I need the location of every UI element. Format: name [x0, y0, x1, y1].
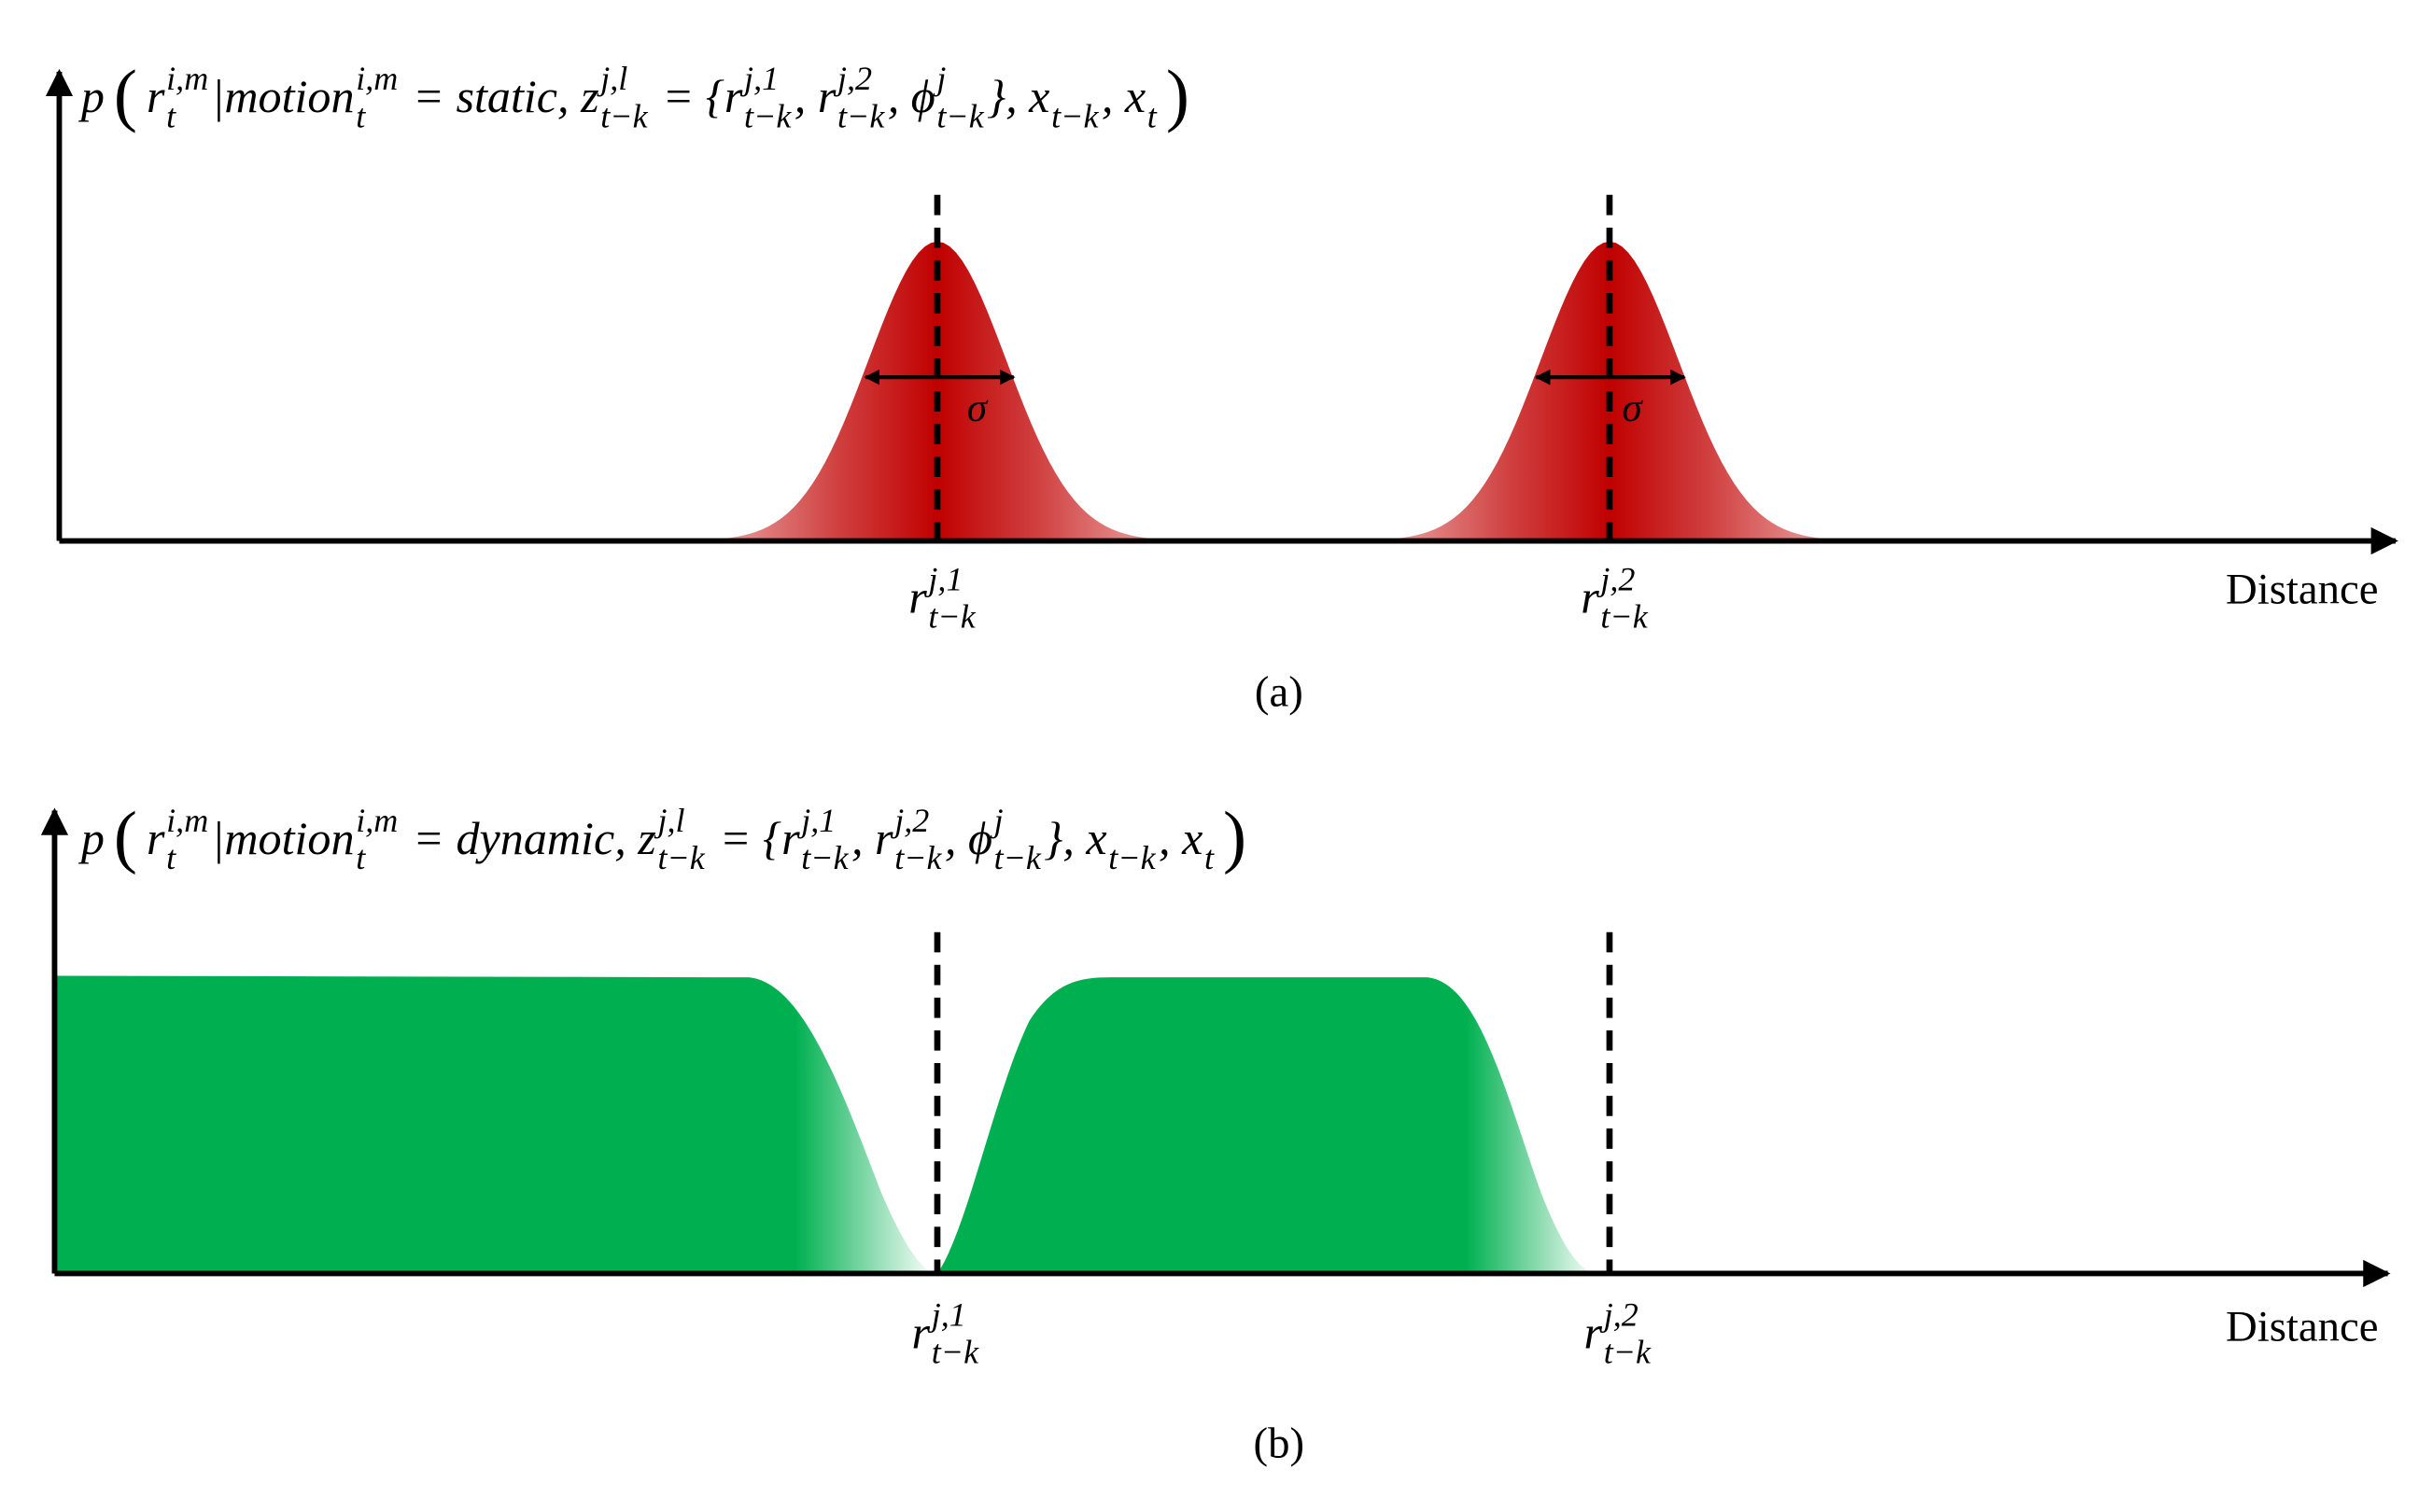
math-base: }, x — [1044, 812, 1106, 864]
math-base: = {r — [651, 70, 743, 122]
caption: (b) — [1254, 1420, 1305, 1468]
math-base: p — [78, 70, 105, 122]
sigma-label: σ — [1622, 385, 1643, 430]
x-axis-label: Distance — [2226, 1302, 2379, 1351]
tick-label: r j,2t−k — [1584, 1296, 1652, 1371]
math-sub: t — [166, 97, 176, 134]
math-sup: j,1 — [797, 802, 836, 839]
math-base: r — [1581, 570, 1599, 623]
paren: ) — [1166, 56, 1189, 133]
math-sup: j,2 — [1596, 560, 1635, 597]
math-sup: j,2 — [834, 60, 872, 97]
math-base: p — [78, 812, 105, 864]
math-sub: t−k — [801, 839, 849, 876]
math-sup: j,2 — [1600, 1296, 1638, 1334]
math-sup: i,m — [356, 802, 398, 839]
paren: ) — [1223, 798, 1246, 875]
gaussian-peak — [687, 241, 1188, 541]
math-base: = static, z — [401, 70, 599, 122]
math-sup: j,1 — [924, 560, 963, 597]
math-sup: i,m — [166, 802, 208, 839]
math-sub: t−k — [837, 97, 885, 134]
math-sub: t−k — [932, 1334, 979, 1371]
math-base: , x — [1159, 812, 1202, 864]
tick-label: r j,1t−k — [908, 560, 977, 635]
gaussian-peak — [1359, 241, 1860, 541]
formula: p(r i,mt |motion i,mt = static, z j,lt−k = {… — [78, 56, 1189, 134]
math-sub: t−k — [1600, 597, 1648, 635]
paren: ( — [114, 56, 137, 133]
math-sub: t−k — [657, 839, 705, 876]
math-base: r — [147, 812, 165, 864]
math-sub: t−k — [600, 97, 648, 134]
math-base: = {r — [708, 812, 800, 864]
math-sub: t−k — [928, 597, 976, 635]
math-sup: j,l — [654, 802, 684, 839]
caption: (a) — [1255, 668, 1303, 717]
math-base: r — [908, 570, 927, 623]
math-base: |motion — [212, 70, 355, 122]
math-base: , ϕ — [945, 812, 992, 864]
formula: p(r i,mt |motion i,mt = dynamic, z j,lt−k = … — [78, 798, 1246, 876]
math-base: , r — [795, 70, 837, 122]
math-sub: t — [1147, 97, 1158, 134]
math-sup: i,m — [166, 60, 208, 97]
math-base: , r — [851, 812, 893, 864]
tick-label: r j,2t−k — [1581, 560, 1649, 635]
math-base: r — [912, 1307, 931, 1359]
math-sub: t−k — [936, 97, 984, 134]
math-base: , ϕ — [888, 70, 935, 122]
math-sub: t−k — [1108, 839, 1156, 876]
math-sup: j,1 — [928, 1296, 966, 1334]
paren: ( — [114, 798, 137, 875]
math-sup: j,2 — [891, 802, 929, 839]
math-sub: t — [356, 839, 366, 876]
math-sup: j,1 — [740, 60, 779, 97]
sigma-label: σ — [967, 385, 989, 430]
math-sup: j — [933, 60, 946, 97]
math-base: }, x — [987, 70, 1049, 122]
math-sub: t−k — [894, 839, 942, 876]
math-sup: j,l — [597, 60, 627, 97]
green-region — [936, 977, 1599, 1274]
math-base: r — [1584, 1307, 1603, 1359]
math-sub: t — [166, 839, 176, 876]
math-sub: t — [1204, 839, 1215, 876]
math-base: |motion — [212, 812, 355, 864]
green-region — [54, 975, 937, 1274]
tick-label: r j,1t−k — [912, 1296, 980, 1371]
math-base: = dynamic, z — [401, 812, 656, 864]
math-sup: j — [991, 802, 1004, 839]
math-base: r — [147, 70, 165, 122]
math-sub: t−k — [994, 839, 1042, 876]
x-axis-label: Distance — [2226, 565, 2379, 613]
math-sub: t−k — [1604, 1334, 1652, 1371]
math-base: , x — [1102, 70, 1146, 122]
math-sub: t — [356, 97, 366, 134]
math-sub: t−k — [1051, 97, 1099, 134]
math-sup: i,m — [356, 60, 398, 97]
math-sub: t−k — [744, 97, 792, 134]
